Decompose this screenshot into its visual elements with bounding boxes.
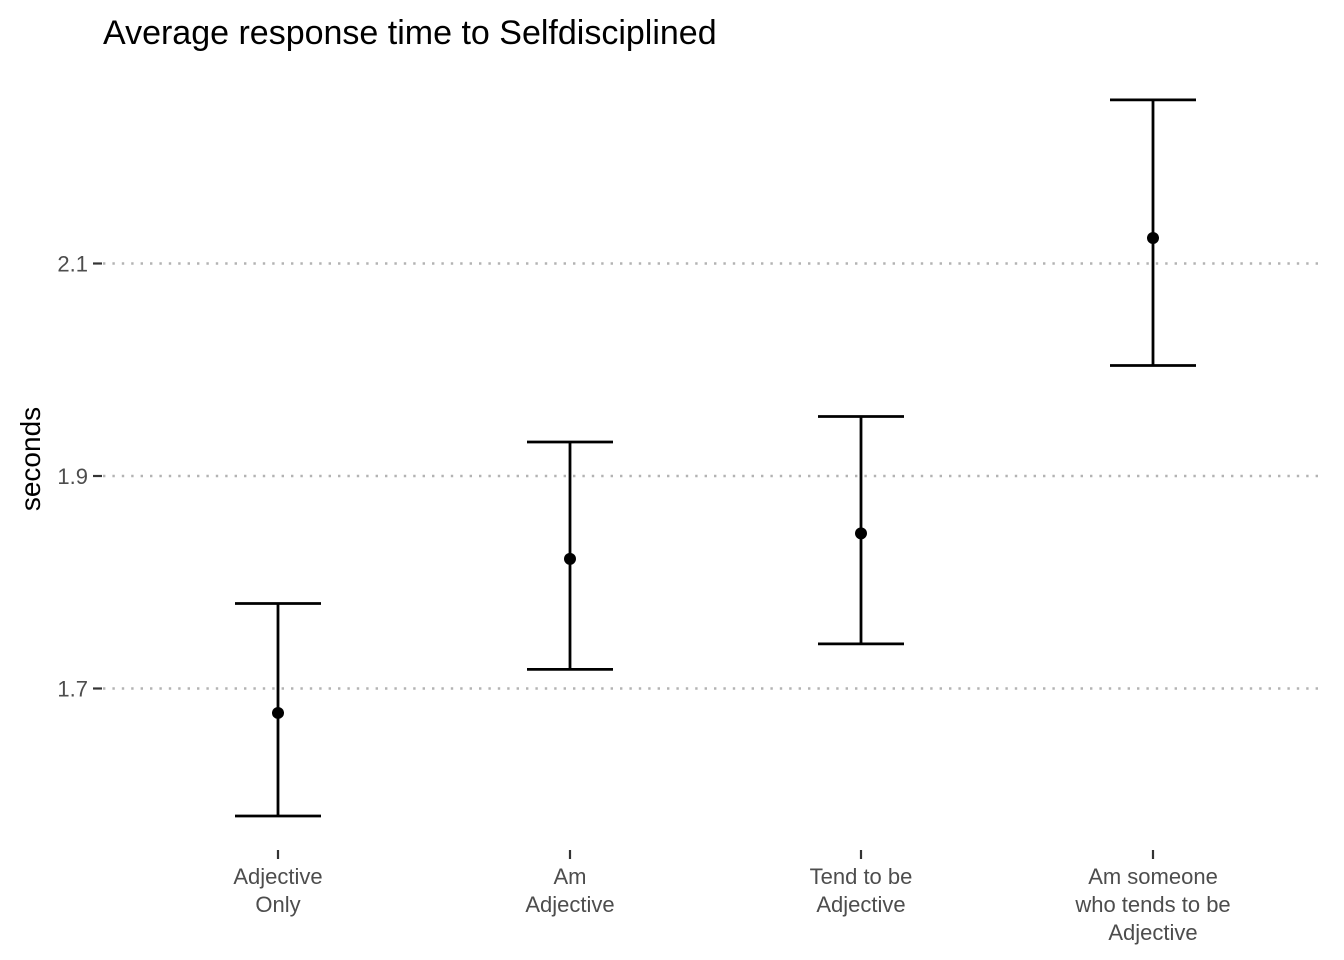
x-tick-label: Am someone who tends to be Adjective [1074,864,1230,945]
y-axis: 1.7 1.9 2.1 [57,252,102,702]
error-bar-group [527,440,613,671]
mean-point [855,527,867,540]
x-tick-label-line: Adjective [816,892,905,917]
plot-marks [235,98,1196,818]
x-tick-label-line: Adjective [525,892,614,917]
y-tick-label: 2.1 [57,252,88,277]
error-bar-group [818,415,904,646]
mean-point [272,706,284,719]
x-tick-label-line: Adjective [233,864,322,889]
x-tick-label-line: Only [255,892,300,917]
mean-point [564,552,576,565]
x-tick-label: Adjective Only [233,864,322,917]
x-tick-label: Tend to be Adjective [810,864,913,917]
y-axis-label: seconds [15,407,46,511]
x-tick-label-line: Am [554,864,587,889]
x-tick-label-line: Tend to be [810,864,913,889]
x-axis: Adjective Only Am Adjective Tend to be Adject… [233,850,1231,945]
x-tick-label: Am Adjective [525,864,614,917]
x-tick-label-line: Adjective [1108,920,1197,945]
error-bar-group [235,602,321,818]
error-bar-group [1110,98,1196,367]
y-tick-label: 1.7 [57,677,88,702]
x-tick-label-line: Am someone [1088,864,1218,889]
y-tick-label: 1.9 [57,464,88,489]
chart-title: Average response time to Selfdisciplined [103,14,717,52]
x-tick-label-line: who tends to be [1074,892,1230,917]
gridlines [103,262,1324,690]
mean-point [1147,232,1159,244]
